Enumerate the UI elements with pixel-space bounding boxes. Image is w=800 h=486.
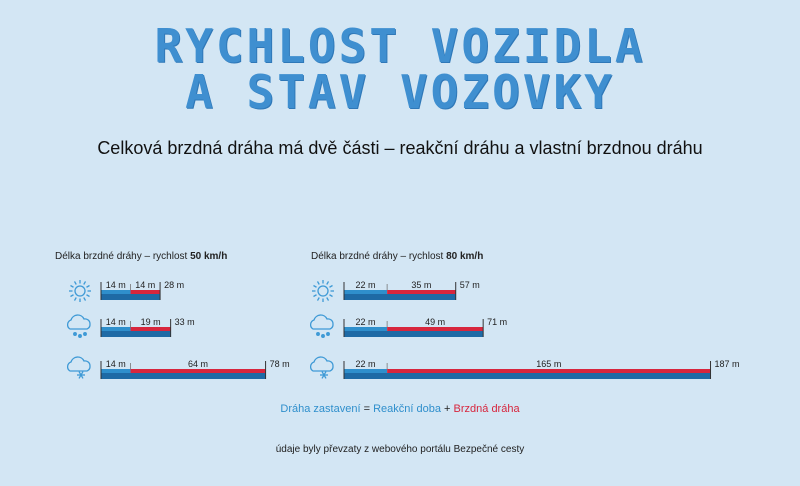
sun-icon [69, 280, 91, 302]
chart-title-80: Délka brzdné dráhy – rychlost 80 km/h [311, 251, 483, 262]
reaction-bar [344, 369, 388, 373]
chart-title-prefix: Délka brzdné dráhy – rychlost [311, 251, 444, 262]
legend-total: Dráha zastavení [280, 403, 361, 415]
legend-plus: + [444, 403, 451, 415]
braking-label: 35 m [411, 280, 431, 290]
reaction-bar [101, 369, 131, 373]
braking-bar [387, 369, 711, 373]
rain-cloud-icon [66, 314, 91, 338]
chart-title-speed: 80 km/h [446, 251, 484, 262]
braking-bar [130, 290, 161, 294]
total-label: 57 m [460, 280, 480, 290]
total-bar [344, 373, 711, 379]
chart-title-50: Délka brzdné dráhy – rychlost 50 km/h [55, 251, 227, 262]
total-label: 187 m [715, 359, 740, 369]
braking-label: 49 m [425, 317, 445, 327]
legend-braking: Brzdná dráha [453, 403, 520, 415]
braking-bar [130, 327, 171, 331]
braking-label: 19 m [141, 317, 161, 327]
snow-cloud-icon [309, 356, 334, 379]
braking-bar [387, 327, 484, 331]
braking-label: 64 m [188, 359, 208, 369]
chart-title-speed: 50 km/h [190, 251, 228, 262]
page-subtitle: Celková brzdná dráha má dvě části – reak… [97, 138, 703, 158]
braking-label: 165 m [536, 359, 561, 369]
reaction-label: 22 m [356, 280, 376, 290]
reaction-bar [344, 290, 388, 294]
braking-bar [130, 369, 266, 373]
total-bar [101, 373, 266, 379]
reaction-label: 14 m [106, 317, 126, 327]
total-bar [344, 331, 484, 337]
total-label: 33 m [175, 317, 195, 327]
page-title-line-2: A STAV VOZOVKY [185, 65, 615, 119]
total-bar [101, 331, 171, 337]
reaction-label: 22 m [356, 317, 376, 327]
reaction-label: 14 m [106, 280, 126, 290]
reaction-bar [344, 327, 388, 331]
rain-cloud-icon [309, 314, 334, 338]
sun-icon [312, 280, 334, 302]
total-bar [344, 294, 456, 300]
total-label: 78 m [270, 359, 290, 369]
total-bar [101, 294, 161, 300]
snow-cloud-icon [66, 356, 91, 379]
reaction-bar [101, 290, 131, 294]
braking-label: 14 m [135, 280, 155, 290]
total-label: 71 m [487, 317, 507, 327]
page-title-line-1: RYCHLOST VOZIDLA [154, 19, 646, 73]
reaction-label: 22 m [356, 359, 376, 369]
legend-reaction: Reakční doba [373, 403, 441, 415]
total-label: 28 m [164, 280, 184, 290]
reaction-label: 14 m [106, 359, 126, 369]
legend-equals: = [363, 403, 371, 415]
braking-bar [387, 290, 456, 294]
reaction-bar [101, 327, 131, 331]
chart-title-prefix: Délka brzdné dráhy – rychlost [55, 251, 188, 262]
legend: Dráha zastavení = Reakční doba + Brzdná … [0, 403, 800, 415]
source-note: údaje byly převzaty z webového portálu B… [275, 444, 525, 455]
